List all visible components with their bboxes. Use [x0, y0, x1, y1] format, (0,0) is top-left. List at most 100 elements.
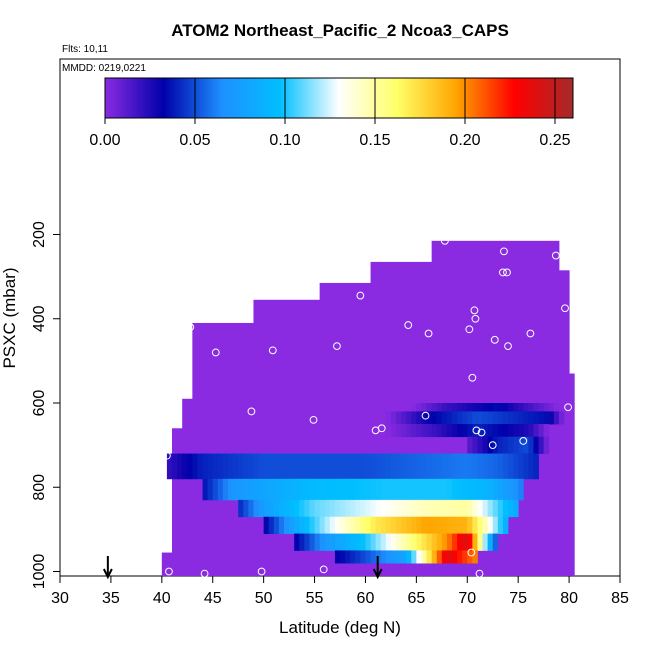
- heatmap-cell: [518, 424, 524, 438]
- heatmap-cell: [508, 424, 514, 438]
- x-tick-label: 40: [153, 590, 171, 607]
- heatmap-cell: [406, 499, 412, 518]
- y-axis-label: PSXC (mbar): [0, 267, 19, 368]
- heatmap-cell: [462, 499, 468, 518]
- heatmap-cell: [446, 516, 453, 534]
- heatmap-cell: [278, 478, 285, 501]
- heatmap-cell: [446, 533, 453, 551]
- heatmap-cell: [365, 516, 371, 534]
- heatmap-cell: [370, 550, 377, 564]
- heatmap-cell: [380, 533, 387, 551]
- heatmap-cell: [416, 424, 422, 438]
- heatmap-cell: [518, 453, 524, 480]
- heatmap-cell: [457, 550, 463, 564]
- heatmap-cell: [406, 453, 412, 480]
- heatmap-cell: [284, 453, 290, 480]
- heatmap-cell: [334, 453, 341, 480]
- heatmap-cell: [355, 453, 361, 480]
- heatmap-cell: [390, 424, 397, 438]
- heatmap-cell: [284, 478, 290, 501]
- heatmap-cell: [406, 516, 412, 534]
- heatmap-cell: [513, 424, 519, 438]
- heatmap-column: [207, 322, 254, 576]
- heatmap-cell: [222, 478, 229, 501]
- heatmap-cell: [467, 453, 473, 480]
- heatmap-cell: [421, 478, 427, 501]
- x-tick-label: 55: [306, 590, 324, 607]
- heatmap-cell: [548, 403, 555, 412]
- heatmap-cell: [340, 516, 346, 534]
- heatmap-cell: [263, 499, 270, 518]
- heatmap-cell: [360, 516, 366, 534]
- heatmap-cell: [192, 453, 198, 480]
- heatmap-cell: [426, 403, 433, 412]
- heatmap-cell: [431, 424, 438, 438]
- heatmap-cell: [329, 453, 336, 480]
- heatmap-cell: [350, 499, 356, 518]
- heatmap-cell: [360, 533, 366, 551]
- heatmap-cell: [497, 411, 504, 425]
- heatmap-cell: [436, 550, 443, 564]
- heatmap-cell: [258, 478, 265, 501]
- heatmap-cell: [416, 516, 422, 534]
- heatmap-cell: [329, 499, 336, 518]
- heatmap-cell: [329, 516, 336, 534]
- heatmap-cell: [228, 453, 234, 480]
- heatmap-cell: [345, 533, 351, 551]
- observation-point: [470, 306, 479, 315]
- heatmap-cell: [278, 516, 285, 534]
- heatmap-cell: [396, 516, 402, 534]
- heatmap-cell: [416, 499, 422, 518]
- heatmap-cell: [411, 453, 417, 480]
- heatmap-cell: [258, 499, 265, 518]
- heatmap-cell: [207, 478, 214, 501]
- observation-point: [186, 323, 195, 332]
- heatmap-cell: [462, 516, 468, 534]
- heatmap-cell: [548, 411, 555, 425]
- heatmap-cell: [334, 478, 341, 501]
- heatmap-cell: [436, 478, 443, 501]
- heatmap-cell: [314, 478, 321, 501]
- heatmap-cell: [350, 550, 356, 564]
- heatmap-cell: [243, 499, 249, 518]
- heatmap-cell: [528, 424, 534, 438]
- observation-point: [356, 291, 365, 300]
- heatmap-cell: [518, 411, 524, 425]
- heatmap-cell: [436, 516, 443, 534]
- heatmap-cell: [258, 453, 265, 480]
- heatmap-cell: [446, 478, 453, 501]
- heatmap-cell: [309, 478, 315, 501]
- heatmap-cell: [538, 411, 545, 425]
- x-tick-label: 75: [509, 590, 527, 607]
- observation-point: [503, 268, 511, 277]
- heatmap-cell: [345, 550, 351, 564]
- heatmap-cell: [502, 453, 509, 480]
- heatmap-cell: [268, 478, 275, 501]
- heatmap-cell: [441, 424, 448, 438]
- heatmap-cell: [497, 516, 504, 534]
- heatmap-cell: [492, 533, 499, 551]
- heatmap-cell: [426, 424, 433, 438]
- heatmap-cell: [502, 411, 509, 425]
- heatmap-column: [569, 373, 575, 576]
- heatmap-cell: [177, 453, 183, 480]
- heatmap-cell: [314, 499, 321, 518]
- heatmap-cell: [528, 436, 534, 454]
- heatmap-cell: [172, 453, 178, 480]
- heatmap-cell: [370, 478, 377, 501]
- heatmap-cell: [452, 411, 458, 425]
- heatmap-cell: [350, 516, 356, 534]
- heatmap-cell: [380, 453, 387, 480]
- x-axis-label: Latitude (deg N): [279, 618, 401, 637]
- heatmap-cell: [411, 478, 417, 501]
- heatmap-cell: [477, 478, 483, 501]
- heatmap-cell: [472, 516, 478, 534]
- heatmap-cell: [401, 453, 407, 480]
- heatmap-cell: [472, 533, 478, 551]
- heatmap-cell: [380, 478, 387, 501]
- heatmap-cell: [457, 403, 463, 412]
- heatmap-cell: [487, 436, 494, 454]
- observation-points: [163, 236, 572, 578]
- heatmap-cell: [278, 453, 285, 480]
